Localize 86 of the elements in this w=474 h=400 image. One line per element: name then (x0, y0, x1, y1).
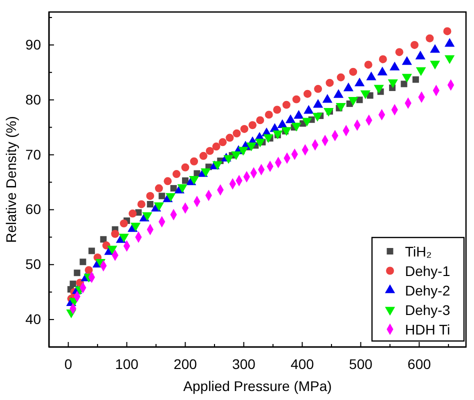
point (444, 38, 455, 47)
point (158, 192, 166, 200)
point (312, 98, 324, 108)
point (426, 34, 434, 42)
x-tick-label: 500 (349, 356, 373, 372)
point (294, 110, 304, 119)
point (264, 110, 273, 119)
point (212, 142, 220, 151)
y-tick-label: 50 (25, 256, 42, 272)
legend-label: TiH₂ (405, 243, 432, 260)
point (333, 89, 344, 98)
point (378, 55, 387, 64)
point (377, 66, 388, 76)
point (326, 78, 334, 87)
point (181, 163, 190, 172)
point (146, 192, 154, 200)
x-tick-label: 0 (64, 356, 72, 372)
point (164, 177, 172, 186)
point (70, 280, 76, 288)
point (430, 44, 440, 53)
point (286, 114, 296, 124)
x-axis-title: Applied Pressure (MPa) (183, 378, 332, 394)
point (410, 40, 419, 49)
point (146, 200, 154, 208)
point (84, 266, 93, 274)
point (199, 152, 208, 160)
point (118, 234, 129, 242)
point (349, 68, 358, 76)
legend-label: Dehy-1 (405, 262, 450, 279)
y-tick-label: 60 (25, 201, 42, 218)
point (402, 56, 412, 65)
point (256, 116, 264, 124)
point (240, 124, 248, 133)
point (366, 72, 376, 80)
point (364, 60, 372, 69)
point (107, 246, 118, 255)
x-tick-label: 100 (115, 356, 139, 372)
point (74, 270, 80, 276)
point (128, 210, 137, 218)
point (248, 121, 257, 130)
point (206, 146, 214, 155)
point (120, 219, 128, 228)
point (354, 78, 365, 86)
legend-label: HDH Ti (405, 321, 450, 338)
point (232, 129, 241, 138)
x-tick-label: 200 (174, 356, 198, 372)
point (390, 62, 400, 70)
point (304, 90, 312, 98)
point (88, 248, 95, 254)
y-tick-label: 90 (25, 36, 42, 52)
y-tick-label: 70 (25, 146, 42, 162)
point (395, 48, 404, 56)
x-tick-label: 400 (290, 356, 314, 372)
point (80, 258, 86, 266)
point (100, 236, 107, 243)
point (292, 95, 300, 104)
point (190, 157, 198, 166)
point (322, 94, 332, 103)
point (415, 50, 426, 60)
point (304, 105, 314, 114)
legend-label: Dehy-2 (405, 282, 450, 298)
point (154, 202, 164, 212)
x-tick-label: 600 (408, 356, 432, 372)
point (137, 200, 146, 208)
point (356, 96, 363, 104)
point (336, 73, 345, 82)
point (154, 184, 163, 192)
point (412, 76, 419, 83)
point (314, 84, 322, 93)
point (443, 27, 452, 36)
y-tick-label: 80 (25, 91, 42, 108)
legend-label: Dehy-3 (405, 302, 450, 318)
point (130, 222, 141, 232)
point (273, 106, 282, 114)
x-tick-label: 300 (232, 356, 256, 372)
point (343, 82, 354, 92)
point (172, 170, 180, 178)
point (218, 138, 227, 146)
point (226, 134, 234, 142)
point (170, 185, 177, 192)
point (142, 212, 152, 222)
point (111, 230, 120, 238)
point (282, 100, 290, 109)
y-tick-label: 40 (25, 311, 42, 328)
point (182, 177, 189, 184)
y-axis-title: Relative Density (%) (3, 116, 19, 243)
